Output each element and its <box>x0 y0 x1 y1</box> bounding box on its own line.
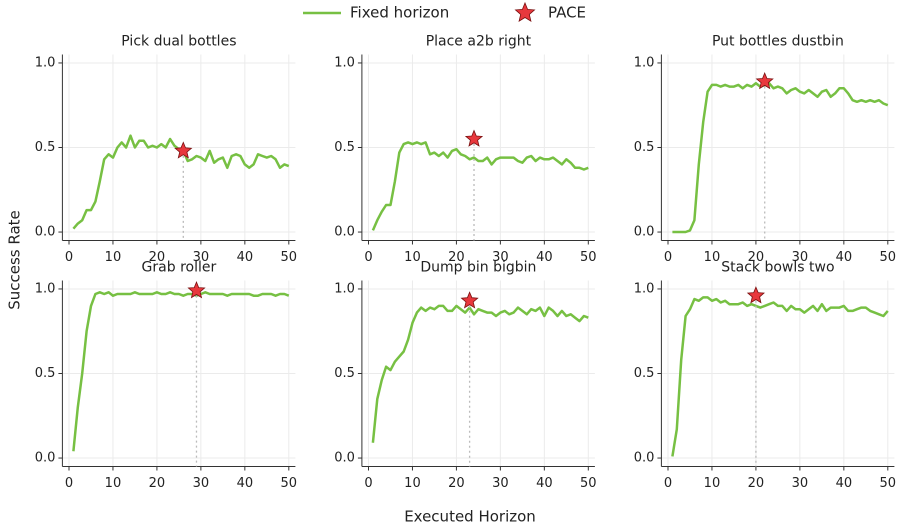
x-tick-label: 10 <box>105 476 122 491</box>
y-tick-label: 0.5 <box>634 366 655 381</box>
x-tick-label: 40 <box>237 250 254 265</box>
x-tick-label: 10 <box>404 250 421 265</box>
x-tick-label: 20 <box>448 250 465 265</box>
x-tick-label: 10 <box>404 476 421 491</box>
x-tick-label: 0 <box>364 476 372 491</box>
y-tick-label: 0.5 <box>334 140 355 155</box>
y-tick-label: 0.0 <box>634 225 655 240</box>
x-tick-label: 30 <box>792 476 809 491</box>
y-axis-label: Success Rate <box>6 210 24 310</box>
y-tick-label: 0.0 <box>334 451 355 466</box>
x-tick-label: 40 <box>836 250 853 265</box>
x-tick-label: 10 <box>704 476 721 491</box>
x-tick-label: 50 <box>580 250 597 265</box>
y-tick-label: 0.0 <box>334 225 355 240</box>
x-tick-label: 20 <box>748 476 765 491</box>
y-tick-label: 1.0 <box>35 281 56 296</box>
y-tick-label: 1.0 <box>634 55 655 70</box>
x-tick-label: 0 <box>664 250 672 265</box>
legend-swatch <box>514 1 536 22</box>
y-tick-label: 0.5 <box>334 366 355 381</box>
series-line <box>371 304 589 443</box>
series-line <box>672 81 889 234</box>
chart-title: Pick dual bottles <box>121 34 236 50</box>
x-tick-label: 30 <box>492 250 509 265</box>
x-tick-label: 50 <box>281 250 298 265</box>
x-tick-label: 40 <box>536 250 553 265</box>
x-tick-label: 20 <box>748 250 765 265</box>
y-tick-label: 0.0 <box>35 451 56 466</box>
y-tick-label: 1.0 <box>35 55 56 70</box>
x-tick-label: 0 <box>65 250 73 265</box>
x-tick-label: 10 <box>105 250 122 265</box>
x-tick-label: 30 <box>193 476 210 491</box>
chart-title: Grab roller <box>142 260 217 276</box>
legend-label: Fixed horizon <box>350 4 449 22</box>
chart-title: Place a2b right <box>426 34 532 50</box>
series-line <box>72 291 290 452</box>
pace-marker <box>174 141 193 159</box>
x-tick-label: 20 <box>149 476 166 491</box>
x-tick-label: 40 <box>536 476 553 491</box>
x-tick-label: 50 <box>281 476 298 491</box>
series-line <box>371 141 589 231</box>
y-tick-label: 1.0 <box>334 281 355 296</box>
pace-marker <box>460 291 479 309</box>
y-tick-label: 0.0 <box>35 225 56 240</box>
x-tick-label: 0 <box>65 476 73 491</box>
x-tick-label: 40 <box>237 476 254 491</box>
y-tick-label: 0.5 <box>35 140 56 155</box>
x-tick-label: 40 <box>836 476 853 491</box>
chart-title: Stack bowls two <box>721 260 834 276</box>
y-tick-label: 1.0 <box>334 55 355 70</box>
x-tick-label: 0 <box>664 476 672 491</box>
chart-title: Put bottles dustbin <box>712 34 844 50</box>
x-tick-label: 30 <box>193 250 210 265</box>
y-tick-label: 0.5 <box>35 366 56 381</box>
x-tick-label: 10 <box>704 250 721 265</box>
x-tick-label: 0 <box>364 250 372 265</box>
pace-marker <box>187 281 206 299</box>
pace-marker <box>464 129 484 147</box>
x-tick-label: 20 <box>448 476 465 491</box>
chart-title: Dump bin bigbin <box>420 260 536 276</box>
series-line <box>671 296 889 457</box>
x-tick-label: 30 <box>792 250 809 265</box>
legend-label: PACE <box>548 4 586 22</box>
y-tick-label: 0.5 <box>634 140 655 155</box>
x-tick-label: 20 <box>149 250 166 265</box>
x-tick-label: 50 <box>580 476 597 491</box>
x-tick-label: 50 <box>880 476 897 491</box>
x-tick-label: 30 <box>492 476 509 491</box>
pace-marker <box>746 286 765 304</box>
y-tick-label: 0.0 <box>634 451 655 466</box>
pace-marker <box>755 72 774 90</box>
y-tick-label: 1.0 <box>634 281 655 296</box>
x-axis-label: Executed Horizon <box>404 508 536 526</box>
x-tick-label: 50 <box>880 250 897 265</box>
